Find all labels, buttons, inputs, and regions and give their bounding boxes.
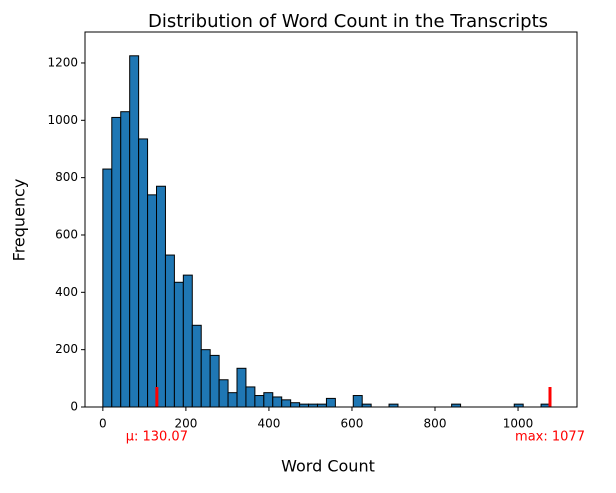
y-tick-label: 800: [55, 170, 78, 184]
bar: [156, 185, 166, 408]
bar: [263, 392, 274, 408]
y-axis-label: Frequency: [10, 179, 29, 262]
bar: [272, 396, 283, 408]
bar: [102, 168, 113, 408]
x-tick-label: 600: [341, 417, 364, 431]
x-tick-label: 400: [257, 417, 280, 431]
y-tick-label: 0: [70, 400, 78, 414]
x-axis-label: Word Count: [281, 457, 375, 476]
bar: [200, 349, 211, 408]
annotation-label: max: 1077: [515, 430, 585, 445]
bar: [352, 395, 363, 408]
bar: [120, 111, 131, 408]
bar: [164, 254, 175, 408]
y-tick-label: 1000: [47, 113, 78, 127]
x-tick-label: 200: [174, 417, 197, 431]
chart-title: Distribution of Word Count in the Transc…: [148, 11, 548, 32]
y-tick-label: 400: [55, 285, 78, 299]
annotation-label: μ: 130.07: [126, 430, 188, 445]
bar: [254, 395, 265, 408]
bar: [227, 392, 238, 408]
x-tick-label: 1000: [503, 417, 534, 431]
y-tick-label: 600: [55, 227, 78, 241]
bar: [111, 116, 122, 408]
bar: [191, 324, 202, 408]
bar: [325, 397, 336, 408]
bar: [245, 386, 256, 408]
bar: [173, 281, 184, 408]
x-tick-label: 800: [424, 417, 447, 431]
y-tick-label: 200: [55, 342, 78, 356]
y-tick-label: 1200: [47, 55, 78, 69]
bar: [209, 354, 220, 408]
x-tick-label: 0: [99, 417, 107, 431]
bar: [129, 55, 140, 408]
bar: [290, 402, 301, 408]
bar: [281, 399, 292, 408]
plot-frame: [84, 31, 578, 408]
bar: [218, 379, 229, 408]
bar: [182, 274, 193, 408]
bar: [138, 138, 149, 408]
bar: [147, 194, 158, 408]
bar: [236, 367, 247, 408]
